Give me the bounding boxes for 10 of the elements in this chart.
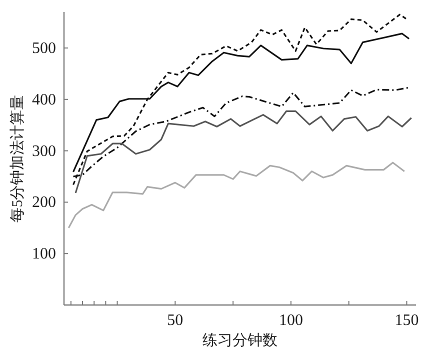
x-tick-label: 150 bbox=[394, 312, 419, 329]
y-tick-label: 500 bbox=[32, 40, 56, 57]
y-tick-label: 100 bbox=[32, 246, 56, 263]
x-axis-title: 练习分钟数 bbox=[202, 332, 278, 349]
y-tick-label: 300 bbox=[32, 142, 56, 160]
y-axis-title: 每5分钟加法计算量 bbox=[9, 94, 26, 222]
y-tick-label: 200 bbox=[32, 194, 56, 212]
x-tick-label: 100 bbox=[278, 312, 303, 329]
x-tick-label: 50 bbox=[167, 312, 184, 329]
y-tick-label: 400 bbox=[32, 91, 56, 108]
